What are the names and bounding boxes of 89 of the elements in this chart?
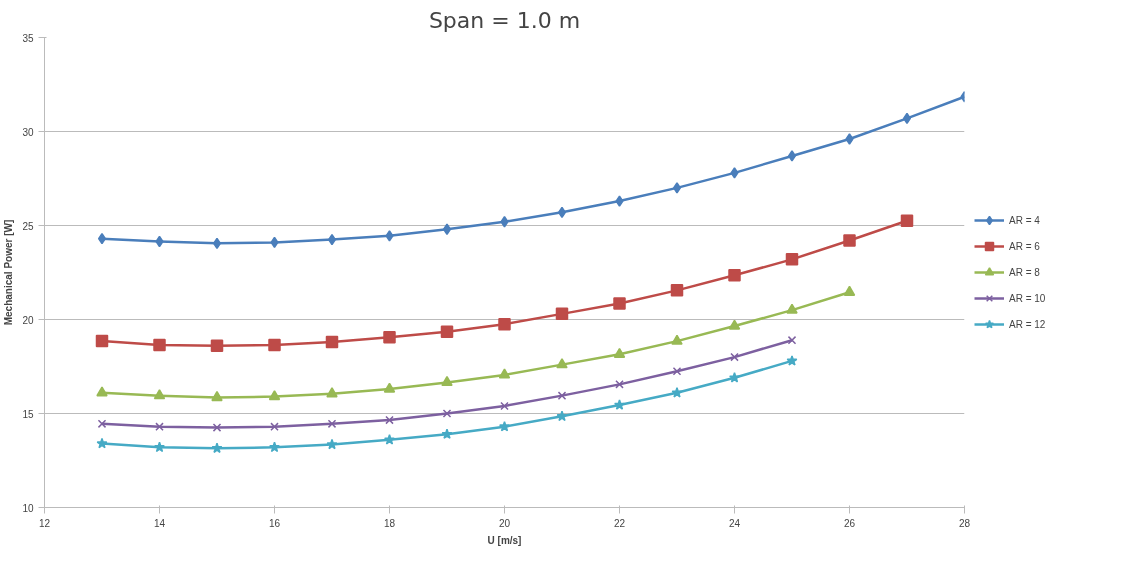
- point: [613, 399, 626, 410]
- point: [442, 223, 452, 236]
- point: [498, 317, 511, 331]
- x-tick-label: 14: [153, 517, 166, 529]
- y-tick-label: 25: [22, 220, 34, 232]
- point: [730, 167, 739, 179]
- y-tick-label: 20: [22, 314, 34, 326]
- point: [498, 368, 511, 379]
- point: [327, 233, 337, 246]
- legend-label: AR = 8: [1009, 266, 1040, 278]
- point: [153, 338, 166, 352]
- point: [327, 419, 337, 429]
- point: [440, 325, 454, 338]
- x-tick-label: 28: [958, 517, 971, 529]
- point: [325, 335, 339, 349]
- point: [843, 285, 856, 296]
- point: [96, 437, 108, 449]
- point: [555, 307, 569, 321]
- point: [155, 422, 164, 431]
- y-tick-label: 10: [22, 502, 34, 514]
- point: [843, 234, 856, 247]
- point: [498, 420, 511, 432]
- point: [845, 133, 854, 145]
- y-tick-label: 30: [22, 126, 34, 138]
- point: [441, 375, 453, 387]
- y-tick-label: 15: [22, 408, 34, 420]
- x-tick-label: 12: [38, 517, 51, 529]
- point: [97, 419, 107, 429]
- point: [212, 423, 222, 432]
- point: [212, 237, 222, 250]
- point: [730, 352, 739, 362]
- point: [786, 303, 798, 314]
- point: [211, 391, 223, 402]
- point: [787, 150, 797, 162]
- legend-label: AR = 12: [1009, 318, 1046, 330]
- point: [268, 441, 281, 453]
- point: [900, 214, 914, 228]
- legend-label: AR = 6: [1009, 240, 1040, 252]
- point: [385, 415, 394, 425]
- point: [557, 391, 567, 400]
- x-tick-label: 22: [613, 517, 626, 529]
- point: [96, 386, 108, 397]
- point: [268, 390, 281, 401]
- point: [210, 339, 224, 353]
- x-tick-label: 20: [498, 517, 511, 529]
- point: [441, 428, 453, 439]
- point: [385, 230, 394, 242]
- point: [153, 389, 166, 400]
- point: [268, 338, 281, 352]
- point: [557, 206, 567, 219]
- point: [613, 297, 626, 310]
- point: [270, 422, 279, 431]
- point: [383, 331, 396, 344]
- y-tick-label: 35: [22, 32, 34, 44]
- chart-title: Span = 1.0 m: [428, 7, 581, 33]
- x-axis-title: U [m/s]: [487, 534, 522, 546]
- point: [672, 366, 682, 376]
- point: [902, 112, 912, 125]
- point: [728, 269, 741, 282]
- point: [153, 441, 166, 453]
- point: [326, 387, 338, 398]
- x-tick-label: 24: [728, 517, 741, 529]
- point: [671, 334, 683, 345]
- point: [613, 347, 626, 358]
- point: [615, 380, 624, 389]
- point: [615, 195, 624, 207]
- point: [383, 382, 396, 393]
- point: [786, 355, 798, 366]
- point: [500, 401, 509, 411]
- x-tick-label: 26: [843, 517, 856, 529]
- point: [785, 253, 799, 266]
- point: [671, 387, 683, 398]
- point: [211, 442, 223, 454]
- point: [672, 182, 682, 194]
- point: [383, 434, 396, 445]
- point: [556, 358, 568, 369]
- x-tick-label: 18: [383, 517, 396, 529]
- point: [556, 410, 568, 422]
- point: [95, 334, 109, 348]
- x-tick-label: 16: [268, 517, 281, 529]
- point: [326, 438, 338, 450]
- legend-label: AR = 10: [1009, 292, 1046, 304]
- point: [670, 284, 684, 297]
- y-axis-title: Mechanical Power [W]: [3, 219, 15, 326]
- point: [97, 232, 107, 245]
- point: [728, 319, 741, 330]
- point: [442, 409, 452, 418]
- point: [787, 335, 797, 345]
- legend-label: AR = 4: [1009, 214, 1040, 226]
